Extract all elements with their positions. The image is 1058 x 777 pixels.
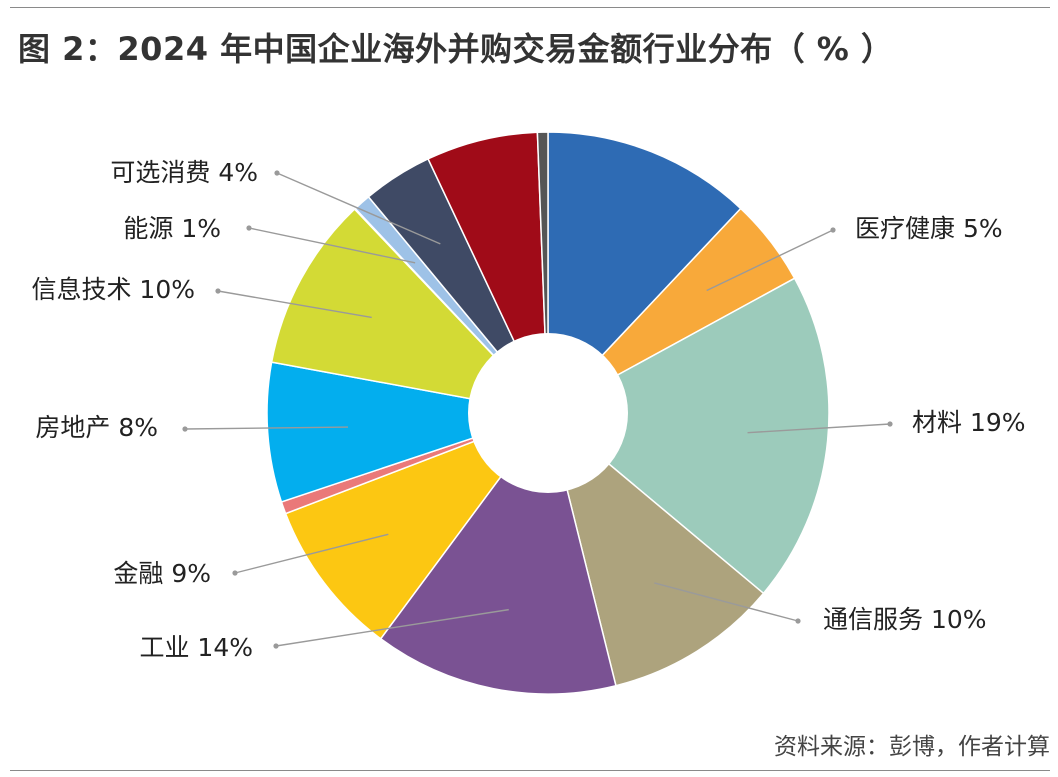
slice-通信服务 <box>546 410 765 687</box>
leader-line-工业 <box>275 608 509 647</box>
leader-line-能源 <box>248 227 416 264</box>
slice-金融 <box>284 411 551 640</box>
leader-line-可选消费 <box>276 172 441 245</box>
leader-line-房地产 <box>184 426 349 430</box>
slice-label-通信服务: 通信服务 10% <box>823 605 987 634</box>
leader-line-通信服务 <box>654 582 799 622</box>
slice-labels: 医疗健康 5% 材料 19% 通信服务 10% 工业 14% 金融 9% 房地产 8% 信息… <box>31 158 1025 662</box>
leader-dot-房地产 <box>182 426 188 432</box>
donut-hole <box>468 333 628 493</box>
leader-dot-金融 <box>232 570 238 576</box>
slice-label-能源: 能源 1% <box>123 214 221 243</box>
slice-label-房地产: 房地产 8% <box>35 413 158 442</box>
leader-dot-信息技术 <box>215 288 221 294</box>
slice-label-医疗健康: 医疗健康 5% <box>855 214 1003 243</box>
slice-信息技术 <box>270 208 551 415</box>
leader-dot-能源 <box>246 225 252 231</box>
leader-dot-材料 <box>887 421 893 427</box>
slice-材料 <box>546 277 830 595</box>
slice-label-金融: 金融 9% <box>113 559 211 588</box>
top-rule <box>10 7 1050 8</box>
source-note: 资料来源：彭博，作者计算 <box>774 734 1050 760</box>
chart-title: 图 2：2024 年中国企业海外并购交易金额行业分布（ % ） <box>18 30 894 68</box>
bottom-rule <box>10 770 1050 771</box>
leader-line-信息技术 <box>217 290 372 319</box>
leader-dot-通信服务 <box>795 618 801 624</box>
slice-label-可选消费: 可选消费 4% <box>110 158 258 187</box>
slice-label-材料: 材料 19% <box>912 408 1026 437</box>
slice-label-信息技术: 信息技术 10% <box>31 275 195 304</box>
leader-line-金融 <box>234 533 389 574</box>
leader-dot-工业 <box>273 643 279 649</box>
slice-房地产 <box>266 361 549 503</box>
leader-dot-医疗健康 <box>830 227 836 233</box>
leader-dot-可选消费 <box>274 170 280 176</box>
slice-unlabeled-0 <box>547 131 742 415</box>
leader-line-材料 <box>747 423 891 434</box>
leader-line-医疗健康 <box>706 229 834 292</box>
slice-label-工业: 工业 14% <box>139 633 253 662</box>
